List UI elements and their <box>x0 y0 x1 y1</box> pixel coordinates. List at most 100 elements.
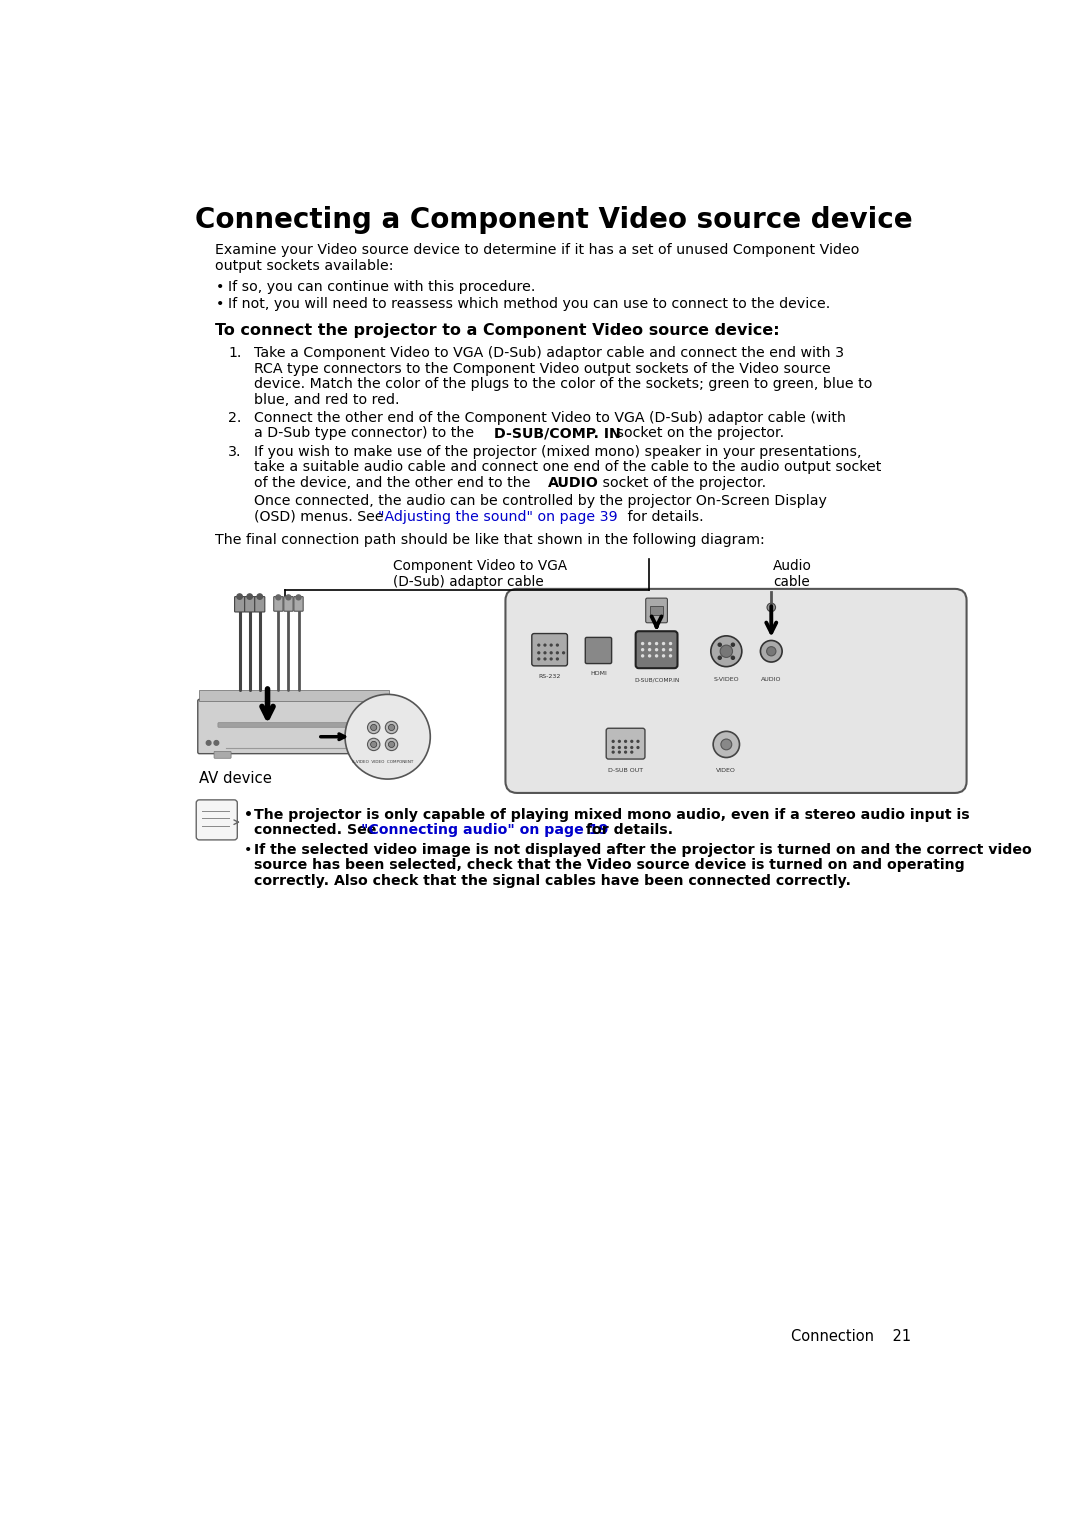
FancyBboxPatch shape <box>284 596 293 612</box>
Circle shape <box>544 644 545 647</box>
Circle shape <box>624 746 626 748</box>
Circle shape <box>612 746 615 748</box>
Circle shape <box>612 740 615 742</box>
Circle shape <box>544 651 545 654</box>
Circle shape <box>731 644 734 647</box>
FancyBboxPatch shape <box>200 690 389 700</box>
Circle shape <box>720 645 732 657</box>
Circle shape <box>345 694 430 780</box>
Text: 3.: 3. <box>228 445 242 459</box>
Text: If so, you can continue with this procedure.: If so, you can continue with this proced… <box>228 280 536 294</box>
FancyBboxPatch shape <box>214 751 231 758</box>
Text: If you wish to make use of the projector (mixed mono) speaker in your presentati: If you wish to make use of the projector… <box>254 445 861 459</box>
Circle shape <box>711 636 742 667</box>
FancyBboxPatch shape <box>218 723 370 728</box>
Circle shape <box>670 648 672 651</box>
Circle shape <box>550 657 552 661</box>
Circle shape <box>286 595 291 599</box>
Text: output sockets available:: output sockets available: <box>215 258 393 272</box>
Text: correctly. Also check that the signal cables have been connected correctly.: correctly. Also check that the signal ca… <box>255 873 851 888</box>
Circle shape <box>624 751 626 754</box>
Circle shape <box>662 642 664 645</box>
Circle shape <box>731 656 734 659</box>
Circle shape <box>713 731 740 757</box>
Circle shape <box>649 642 650 645</box>
FancyBboxPatch shape <box>650 605 663 615</box>
Circle shape <box>367 722 380 734</box>
Text: (D-Sub) adaptor cable: (D-Sub) adaptor cable <box>393 575 544 589</box>
Text: Connect the other end of the Component Video to VGA (D-Sub) adaptor cable (with: Connect the other end of the Component V… <box>254 411 846 425</box>
Text: S-VIDEO: S-VIDEO <box>714 677 739 682</box>
Text: Examine your Video source device to determine if it has a set of unused Componen: Examine your Video source device to dete… <box>215 243 860 257</box>
Text: for details.: for details. <box>623 509 704 523</box>
Circle shape <box>642 648 644 651</box>
Circle shape <box>538 644 540 647</box>
FancyBboxPatch shape <box>294 596 303 612</box>
Circle shape <box>386 722 397 734</box>
Text: for details.: for details. <box>581 823 674 836</box>
Text: device. Match the color of the plugs to the color of the sockets; green to green: device. Match the color of the plugs to … <box>254 378 872 391</box>
Text: Component Video to VGA: Component Video to VGA <box>393 560 567 573</box>
Circle shape <box>389 742 394 748</box>
Circle shape <box>370 742 377 748</box>
FancyBboxPatch shape <box>197 800 238 839</box>
Text: D-SUB/COMP.IN: D-SUB/COMP.IN <box>634 677 679 682</box>
Circle shape <box>247 593 253 599</box>
Text: RS-232: RS-232 <box>539 674 561 679</box>
Text: 1.: 1. <box>228 347 241 361</box>
Text: connected. See: connected. See <box>255 823 381 836</box>
Circle shape <box>612 751 615 754</box>
Circle shape <box>544 657 545 661</box>
Circle shape <box>721 739 732 749</box>
Text: "Adjusting the sound" on page 39: "Adjusting the sound" on page 39 <box>378 509 618 523</box>
FancyBboxPatch shape <box>531 633 567 667</box>
Text: a D-Sub type connector) to the: a D-Sub type connector) to the <box>254 427 478 440</box>
Circle shape <box>619 740 620 742</box>
Circle shape <box>718 644 721 647</box>
Circle shape <box>556 644 558 647</box>
FancyBboxPatch shape <box>198 699 391 754</box>
Text: Connecting a Component Video source device: Connecting a Component Video source devi… <box>195 206 913 234</box>
Circle shape <box>631 746 633 748</box>
Circle shape <box>538 657 540 661</box>
FancyBboxPatch shape <box>245 596 255 612</box>
Text: •: • <box>216 280 225 294</box>
Text: (OSD) menus. See: (OSD) menus. See <box>254 509 388 523</box>
FancyBboxPatch shape <box>606 728 645 758</box>
Text: Take a Component Video to VGA (D-Sub) adaptor cable and connect the end with 3: Take a Component Video to VGA (D-Sub) ad… <box>254 347 843 361</box>
Text: HDMI: HDMI <box>590 671 607 676</box>
Text: "Connecting audio" on page 19: "Connecting audio" on page 19 <box>362 823 609 836</box>
FancyBboxPatch shape <box>585 638 611 664</box>
FancyBboxPatch shape <box>365 751 382 758</box>
FancyBboxPatch shape <box>273 596 283 612</box>
FancyBboxPatch shape <box>636 631 677 668</box>
Circle shape <box>631 751 633 754</box>
Text: •: • <box>243 807 253 821</box>
FancyBboxPatch shape <box>505 589 967 794</box>
Text: blue, and red to red.: blue, and red to red. <box>254 393 400 407</box>
Circle shape <box>386 739 397 751</box>
Circle shape <box>257 593 262 599</box>
Text: D-SUB/COMP. IN: D-SUB/COMP. IN <box>494 427 621 440</box>
Text: VIDEO: VIDEO <box>716 768 737 772</box>
Circle shape <box>550 644 552 647</box>
Text: Connection    21: Connection 21 <box>792 1329 912 1344</box>
Circle shape <box>237 593 242 599</box>
Circle shape <box>389 725 394 731</box>
Circle shape <box>550 651 552 654</box>
Text: AUDIO: AUDIO <box>548 476 599 489</box>
Circle shape <box>662 648 664 651</box>
Text: •: • <box>243 842 252 856</box>
Circle shape <box>670 654 672 657</box>
Text: socket on the projector.: socket on the projector. <box>611 427 784 440</box>
Text: To connect the projector to a Component Video source device:: To connect the projector to a Component … <box>215 323 780 338</box>
Text: source has been selected, check that the Video source device is turned on and op: source has been selected, check that the… <box>255 858 966 873</box>
Circle shape <box>642 642 644 645</box>
FancyArrowPatch shape <box>234 820 239 824</box>
Circle shape <box>631 740 633 742</box>
Text: AV device: AV device <box>200 771 272 786</box>
Text: RCA type connectors to the Component Video output sockets of the Video source: RCA type connectors to the Component Vid… <box>254 362 831 376</box>
Circle shape <box>296 595 301 599</box>
Circle shape <box>556 657 558 661</box>
Circle shape <box>563 651 565 654</box>
